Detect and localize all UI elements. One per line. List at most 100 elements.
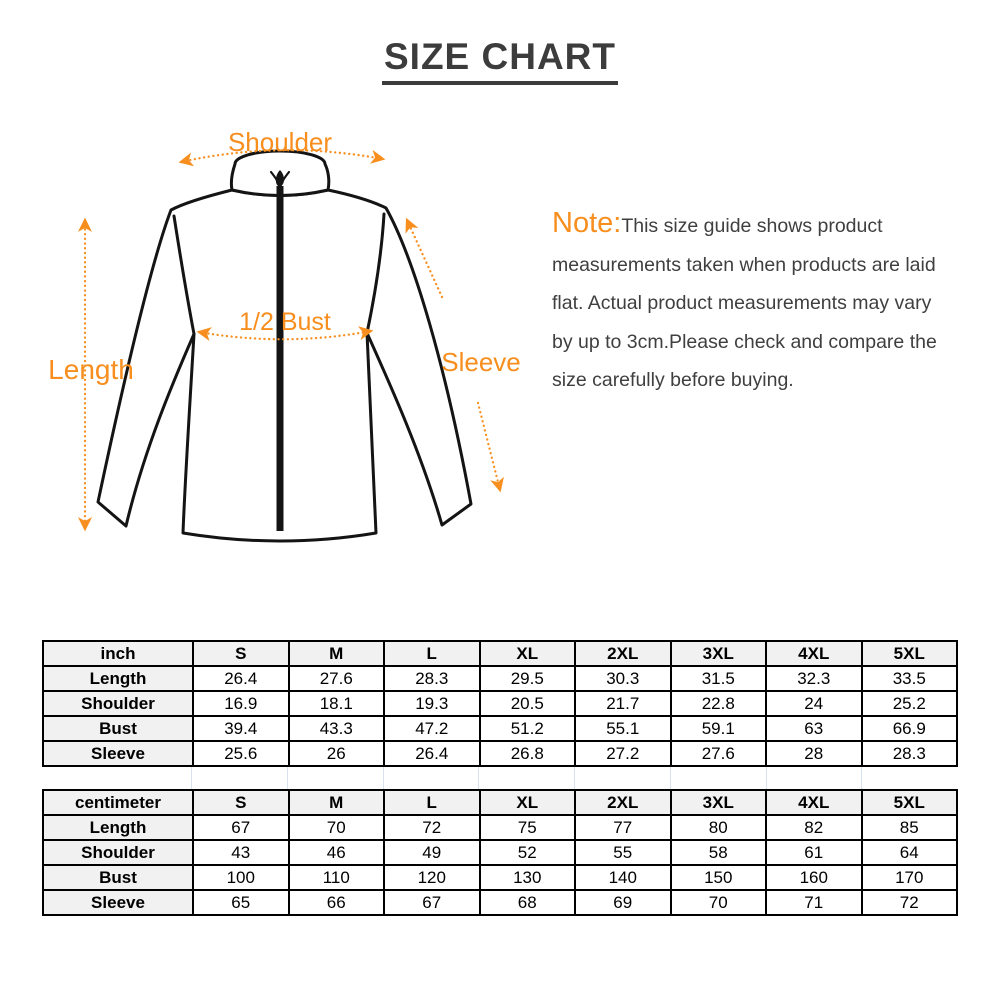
measurement-value-cell: 20.5 — [478, 690, 576, 717]
measurement-value-cell: 80 — [669, 814, 767, 841]
shoulder-label: Shoulder — [228, 127, 332, 157]
size-column-header: S — [192, 640, 290, 667]
measurement-value-cell: 26.4 — [192, 665, 290, 692]
size-column-header: XL — [478, 789, 576, 816]
size-column-header: 5XL — [860, 640, 958, 667]
size-column-header: XL — [478, 640, 576, 667]
size-column-header: 3XL — [669, 789, 767, 816]
size-table-row: Shoulder 16.9 18.1 19.3 20.5 21.7 22.8 24 25.2 — [42, 690, 958, 717]
measurement-value-cell: 43 — [192, 839, 290, 866]
measurement-value-cell: 47.2 — [383, 715, 481, 742]
left-armhole-seam — [172, 214, 196, 336]
size-column-header: M — [287, 640, 385, 667]
measurement-value-cell: 70 — [287, 814, 385, 841]
measurement-value-cell: 25.6 — [192, 740, 290, 767]
measurement-value-cell: 59.1 — [669, 715, 767, 742]
measurement-value-cell: 27.2 — [574, 740, 672, 767]
measurement-value-cell: 66.9 — [860, 715, 958, 742]
title-section: SIZE CHART — [0, 36, 1000, 85]
measurement-value-cell: 77 — [574, 814, 672, 841]
size-column-header: 5XL — [860, 789, 958, 816]
size-column-header: L — [383, 640, 481, 667]
measurement-value-cell: 140 — [574, 864, 672, 891]
measurement-value-cell: 61 — [765, 839, 863, 866]
measurement-value-cell: 55.1 — [574, 715, 672, 742]
sleeve-arrow-upper — [405, 217, 444, 299]
measurement-value-cell: 43.3 — [287, 715, 385, 742]
measurement-value-cell: 130 — [478, 864, 576, 891]
size-table-row: Bust 100 110 120 130 140 150 160 170 — [42, 864, 958, 891]
measurement-value-cell: 46 — [287, 839, 385, 866]
measurement-value-cell: 52 — [478, 839, 576, 866]
size-column-header: 2XL — [574, 640, 672, 667]
measurement-value-cell: 19.3 — [383, 690, 481, 717]
length-label: Length — [48, 354, 134, 385]
measurement-value-cell: 28 — [765, 740, 863, 767]
measurement-value-cell: 39.4 — [192, 715, 290, 742]
measurement-value-cell: 25.2 — [860, 690, 958, 717]
measurement-value-cell: 65 — [192, 889, 290, 916]
size-table-header-row: inch S M L XL 2XL 3XL 4XL 5XL — [42, 640, 958, 667]
sleeve-label: Sleeve — [441, 347, 521, 377]
measurement-label-cell: Length — [42, 665, 194, 692]
measurement-value-cell: 68 — [478, 889, 576, 916]
measurement-value-cell: 71 — [765, 889, 863, 916]
measurement-value-cell: 22.8 — [669, 690, 767, 717]
zipper-pull — [275, 170, 284, 187]
measurement-value-cell: 67 — [383, 889, 481, 916]
measurement-value-cell: 100 — [192, 864, 290, 891]
right-armhole-seam — [365, 212, 386, 335]
measurement-value-cell: 160 — [765, 864, 863, 891]
measurement-value-cell: 120 — [383, 864, 481, 891]
size-column-header: 4XL — [765, 640, 863, 667]
table-spacer — [42, 767, 958, 789]
page-title: SIZE CHART — [382, 36, 618, 85]
measurement-value-cell: 66 — [287, 889, 385, 916]
measurement-value-cell: 26.8 — [478, 740, 576, 767]
measurement-label-cell: Bust — [42, 715, 194, 742]
size-table-row: Sleeve 25.6 26 26.4 26.8 27.2 27.6 28 28.3 — [42, 740, 958, 767]
measurement-label-cell: Shoulder — [42, 839, 194, 866]
note-text: This size guide shows product measuremen… — [552, 215, 937, 391]
measurement-value-cell: 150 — [669, 864, 767, 891]
measurement-value-cell: 24 — [765, 690, 863, 717]
half-bust-label: 1/2 Bust — [239, 308, 331, 336]
measurement-value-cell: 72 — [860, 889, 958, 916]
size-column-header: S — [192, 789, 290, 816]
measurement-value-cell: 26 — [287, 740, 385, 767]
size-table-row: Bust 39.4 43.3 47.2 51.2 55.1 59.1 63 66.9 — [42, 715, 958, 742]
measurement-value-cell: 33.5 — [860, 665, 958, 692]
measurement-value-cell: 72 — [383, 814, 481, 841]
measurement-value-cell: 31.5 — [669, 665, 767, 692]
measurement-label-cell: Sleeve — [42, 889, 194, 916]
measurement-value-cell: 75 — [478, 814, 576, 841]
unit-header-cell: inch — [42, 640, 194, 667]
note-block: Note:This size guide shows product measu… — [552, 204, 952, 400]
size-table-header-row: centimeter S M L XL 2XL 3XL 4XL 5XL — [42, 789, 958, 816]
size-table-row: Shoulder 43 46 49 52 55 58 61 64 — [42, 839, 958, 866]
shoulder-arrow — [178, 149, 386, 167]
measurement-value-cell: 26.4 — [383, 740, 481, 767]
note-prefix: Note: — [552, 207, 622, 239]
size-column-header: 2XL — [574, 789, 672, 816]
measurement-value-cell: 18.1 — [287, 690, 385, 717]
measurement-value-cell: 21.7 — [574, 690, 672, 717]
jacket-measurement-diagram: Shoulder Length 1/2 Bust Sleeve — [48, 127, 521, 543]
measurement-value-cell: 85 — [860, 814, 958, 841]
measurement-value-cell: 82 — [765, 814, 863, 841]
sleeve-arrow-lower — [476, 401, 504, 493]
measurement-value-cell: 69 — [574, 889, 672, 916]
measurement-label-cell: Sleeve — [42, 740, 194, 767]
size-table-row: Length 26.4 27.6 28.3 29.5 30.3 31.5 32.3 33.5 — [42, 665, 958, 692]
measurement-value-cell: 27.6 — [287, 665, 385, 692]
measurement-value-cell: 55 — [574, 839, 672, 866]
size-table-row: Sleeve 65 66 67 68 69 70 71 72 — [42, 889, 958, 916]
measurement-value-cell: 70 — [669, 889, 767, 916]
size-table-row: Length 67 70 72 75 77 80 82 85 — [42, 814, 958, 841]
measurement-value-cell: 16.9 — [192, 690, 290, 717]
measurement-value-cell: 170 — [860, 864, 958, 891]
measurement-value-cell: 110 — [287, 864, 385, 891]
size-column-header: 3XL — [669, 640, 767, 667]
unit-header-cell: centimeter — [42, 789, 194, 816]
